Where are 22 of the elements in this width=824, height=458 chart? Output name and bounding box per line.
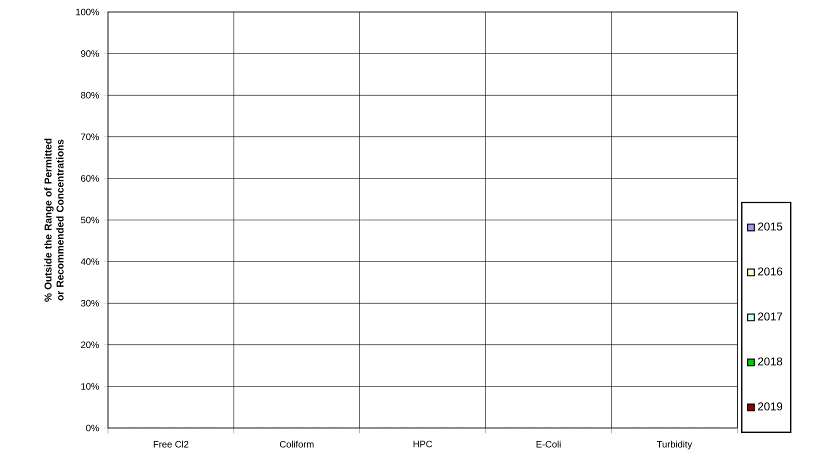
y-tick-label: 90% [81,50,99,57]
y-axis-title: % Outside the Range of Permitted or Recommended Concentrations [44,138,64,302]
y-tick-label: 40% [80,258,99,265]
y-tick-label: 60% [81,175,99,182]
legend-label: 2018 [758,357,782,366]
legend-label: 2016 [758,267,782,276]
y-tick-label: 70% [81,134,99,140]
y-tick-label: 30% [80,300,99,306]
x-tick-label: Free Cl2 [154,440,188,448]
y-tick-label: 100% [76,8,99,16]
x-tick-label: E-Coli [536,440,561,448]
legend-label: 2017 [758,312,782,320]
x-tick-label: Turbidity [656,440,692,450]
y-tick-label: 10% [81,383,99,390]
y-tick-label: 50% [80,216,99,224]
legend-label: 2015 [758,222,782,231]
x-tick-label: Coliform [280,440,314,448]
y-tick-label: 0% [86,424,99,432]
y-tick-label: 80% [81,92,99,98]
y-tick-label: 20% [81,342,99,348]
x-tick-label: HPC [414,440,432,448]
legend-label: 2019 [758,402,782,410]
